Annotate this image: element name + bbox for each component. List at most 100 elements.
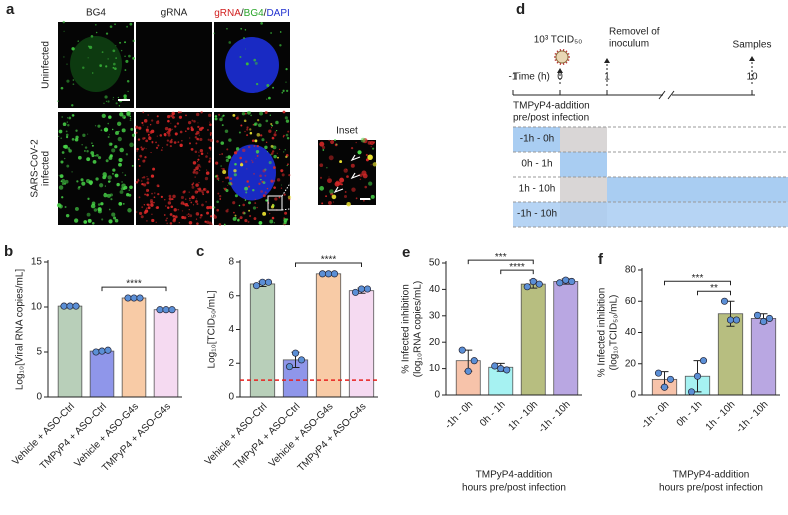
y-tick-label: 30	[429, 310, 441, 321]
signal-dot	[82, 66, 85, 69]
signal-dot	[195, 142, 198, 145]
signal-dot	[245, 62, 249, 66]
signal-dot	[344, 191, 347, 193]
signal-dot	[253, 145, 256, 147]
signal-dot	[268, 161, 272, 165]
signal-dot	[95, 177, 99, 181]
significance-bracket	[664, 280, 731, 286]
signal-dot	[140, 215, 144, 219]
signal-dot	[138, 196, 141, 199]
signal-dot	[67, 147, 71, 150]
signal-dot	[368, 181, 373, 186]
signal-dot	[355, 197, 358, 200]
signal-dot	[326, 166, 328, 169]
signal-dot	[273, 180, 276, 182]
x-tick-label: -1h - 10h	[734, 399, 770, 435]
signal-dot	[140, 146, 143, 149]
signal-dot	[147, 206, 151, 210]
signal-dot	[276, 178, 281, 182]
signal-dot	[233, 173, 237, 177]
significance-bracket	[101, 286, 167, 292]
signal-dot	[171, 198, 174, 201]
signal-dot	[142, 124, 144, 126]
signal-dot	[270, 205, 275, 209]
signal-dot	[126, 79, 130, 83]
signal-dot	[203, 188, 206, 191]
y-axis-title: % Infected inhibition	[401, 284, 412, 374]
signal-dot	[58, 135, 60, 137]
signal-dot	[328, 176, 330, 178]
signal-dot	[213, 206, 216, 209]
signal-dot	[148, 136, 152, 141]
signal-dot	[129, 115, 132, 118]
signal-dot	[123, 94, 127, 98]
signal-dot	[285, 89, 289, 93]
signal-dot	[62, 122, 67, 127]
data-point	[324, 270, 333, 278]
signal-dot	[350, 146, 354, 150]
data-point	[720, 297, 729, 305]
signal-dot	[214, 117, 218, 121]
signal-dot	[189, 137, 191, 139]
signal-dot	[137, 158, 140, 161]
panel-label: c	[196, 243, 204, 260]
signal-dot	[146, 177, 150, 181]
signal-dot	[103, 193, 108, 198]
signal-dot	[204, 220, 207, 223]
signal-dot	[270, 154, 272, 156]
time-tick: -1	[509, 72, 518, 83]
signal-dot	[160, 195, 164, 198]
signal-dot	[266, 187, 269, 190]
bar	[348, 290, 375, 398]
signal-dot	[328, 155, 334, 161]
signal-dot	[196, 198, 198, 200]
row-label: -1h - 0h	[520, 134, 554, 145]
signal-dot	[112, 98, 114, 100]
signal-dot	[224, 176, 228, 180]
signal-dot	[166, 217, 168, 220]
signal-dot	[91, 144, 94, 147]
signal-dot	[372, 147, 375, 150]
signal-dot	[339, 177, 345, 183]
signal-dot	[262, 194, 266, 198]
signal-dot	[111, 128, 114, 131]
y-tick-label: 0	[36, 392, 42, 403]
signal-dot	[86, 212, 91, 217]
signal-dot	[359, 173, 363, 177]
signal-dot	[114, 67, 117, 71]
signal-dot	[235, 147, 240, 151]
signal-dot	[196, 160, 198, 162]
arrow-head	[604, 58, 610, 63]
signal-dot	[66, 63, 68, 65]
signal-dot	[218, 195, 222, 198]
signal-dot	[285, 81, 287, 83]
signal-dot	[99, 64, 103, 67]
signal-dot	[331, 194, 337, 200]
signal-dot	[251, 139, 255, 143]
signal-dot	[112, 66, 115, 69]
signal-dot	[246, 180, 249, 183]
data-point	[562, 276, 570, 284]
data-point	[470, 357, 478, 365]
signal-dot	[325, 195, 328, 198]
signal-dot	[129, 142, 134, 148]
signal-dot	[194, 150, 198, 154]
significance-bracket	[467, 259, 534, 265]
micrograph-tile	[136, 22, 212, 108]
signal-dot	[68, 116, 72, 120]
x-tick-label: 0h - 1h	[675, 399, 705, 429]
signal-dot	[101, 218, 104, 221]
row-gap	[513, 152, 560, 177]
signal-dot	[91, 221, 95, 225]
signal-dot	[135, 125, 139, 129]
signal-dot	[223, 223, 226, 226]
signal-dot	[195, 112, 200, 117]
signal-dot	[165, 219, 168, 222]
signal-dot	[186, 127, 190, 130]
signal-dot	[256, 133, 261, 137]
signal-dot	[258, 221, 263, 225]
signal-dot	[251, 159, 253, 161]
signal-dot	[68, 149, 72, 153]
signal-dot	[155, 221, 158, 224]
signal-dot	[206, 169, 208, 171]
